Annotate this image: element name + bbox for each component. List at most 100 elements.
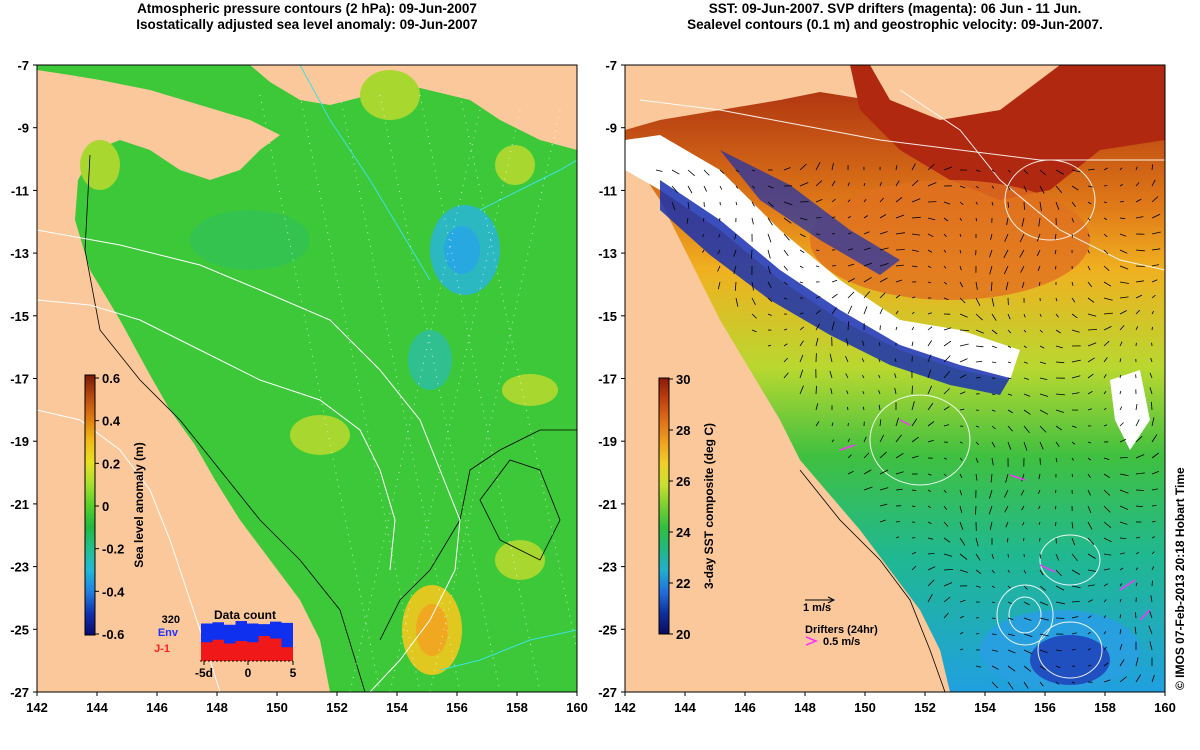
velocity-arrow xyxy=(1023,409,1031,415)
data-count-j1-bar xyxy=(281,647,293,661)
velocity-arrow xyxy=(975,585,981,588)
left-map xyxy=(37,65,577,692)
velocity-arrow xyxy=(1151,536,1155,539)
velocity-arrow xyxy=(879,308,883,315)
velocity-arrow xyxy=(1071,425,1077,428)
velocity-arrow xyxy=(1119,281,1129,284)
velocity-arrow xyxy=(1023,585,1028,590)
velocity-arrow xyxy=(1103,615,1107,619)
left-title-line2: Isostatically adjusted sea level anomaly… xyxy=(136,17,478,32)
velocity-arrow xyxy=(975,361,983,363)
velocity-arrow xyxy=(1071,297,1076,303)
velocity-arrow xyxy=(863,247,872,251)
velocity-arrow xyxy=(1151,434,1158,443)
velocity-arrow xyxy=(1007,329,1012,334)
velocity-arrow xyxy=(1006,537,1009,543)
velocity-arrow xyxy=(767,233,772,243)
velocity-arrow xyxy=(1054,249,1057,255)
velocity-arrow xyxy=(975,281,978,290)
velocity-arrow xyxy=(879,519,886,523)
velocity-arrow xyxy=(847,454,852,459)
velocity-arrow xyxy=(1103,679,1111,683)
velocity-arrow xyxy=(799,340,804,347)
velocity-arrow xyxy=(943,569,954,571)
velocity-arrow xyxy=(911,341,914,347)
velocity-arrow xyxy=(895,264,904,267)
right-map-title: SST: 09-Jun-2007. SVP drifters (magenta)… xyxy=(625,1,1165,33)
velocity-arrow xyxy=(1135,674,1142,683)
velocity-arrow xyxy=(895,417,899,427)
velocity-arrow xyxy=(1087,599,1094,603)
velocity-arrow xyxy=(783,167,791,171)
right-y-tick-label: -19 xyxy=(598,434,617,449)
velocity-arrow xyxy=(1135,472,1145,475)
velocity-arrow xyxy=(1135,567,1139,571)
velocity-arrow xyxy=(751,201,755,207)
velocity-arrow xyxy=(831,216,836,219)
velocity-arrow xyxy=(655,169,663,172)
data-count-j1-bar xyxy=(235,641,247,661)
velocity-arrow xyxy=(1007,313,1011,320)
velocity-arrow xyxy=(1039,681,1044,687)
velocity-arrow xyxy=(702,217,705,222)
velocity-arrow xyxy=(735,297,739,307)
velocity-arrow xyxy=(943,201,951,205)
velocity-arrow xyxy=(1071,392,1080,395)
velocity-arrow xyxy=(879,263,889,267)
velocity-arrow xyxy=(975,297,981,306)
velocity-arrow xyxy=(1135,198,1142,203)
velocity-arrow xyxy=(1103,249,1109,255)
velocity-arrow xyxy=(895,434,902,443)
velocity-arrow xyxy=(911,551,917,555)
velocity-arrow xyxy=(959,233,962,237)
velocity-arrow xyxy=(1020,265,1025,273)
velocity-arrow xyxy=(831,439,835,443)
velocity-arrow xyxy=(1039,185,1045,194)
velocity-arrow xyxy=(895,232,905,235)
data-count-chart: Data count 320 Env J-1 -5d 0 5 xyxy=(154,608,297,680)
velocity-arrow xyxy=(1151,580,1153,587)
data-count-j1-bar xyxy=(270,638,282,661)
velocity-arrow xyxy=(991,329,998,335)
left-y-tick-label: -13 xyxy=(10,246,29,261)
velocity-arrow xyxy=(1039,649,1048,654)
velocity-arrow xyxy=(988,505,993,515)
velocity-arrow xyxy=(1150,357,1153,363)
velocity-arrow xyxy=(927,233,934,238)
left-x-tick-label: 154 xyxy=(386,700,408,715)
velocity-arrow xyxy=(911,233,921,236)
velocity-arrow xyxy=(959,408,965,411)
velocity-arrow xyxy=(1151,213,1161,219)
velocity-arrow xyxy=(911,436,919,443)
velocity-arrow xyxy=(1039,313,1042,317)
velocity-arrow xyxy=(1039,377,1048,380)
velocity-arrow xyxy=(927,385,932,395)
velocity-arrow xyxy=(975,505,977,515)
velocity-arrow xyxy=(847,232,852,235)
velocity-arrow xyxy=(975,169,981,172)
velocity-arrow xyxy=(975,569,982,575)
velocity-arrow xyxy=(751,169,756,172)
velocity-arrow xyxy=(1038,489,1041,494)
velocity-arrow xyxy=(1023,185,1028,193)
velocity-arrow xyxy=(1023,601,1030,606)
velocity-arrow xyxy=(1119,233,1127,237)
velocity-arrow xyxy=(1055,553,1060,561)
velocity-arrow xyxy=(1055,425,1063,431)
velocity-arrow xyxy=(847,406,849,411)
velocity-arrow xyxy=(879,214,887,219)
velocity-arrow xyxy=(1103,374,1107,379)
right-x-tick-label: 152 xyxy=(914,700,936,715)
velocity-arrow xyxy=(879,451,887,459)
velocity-arrow xyxy=(1135,436,1143,443)
velocity-arrow xyxy=(815,337,819,347)
velocity-arrow xyxy=(959,313,968,318)
velocity-arrow xyxy=(975,633,980,635)
data-count-j1-bar xyxy=(247,642,259,661)
velocity-arrow xyxy=(702,233,705,237)
velocity-arrow xyxy=(1023,425,1030,434)
velocity-arrow xyxy=(975,217,978,222)
velocity-arrow xyxy=(1071,233,1073,238)
velocity-arrow xyxy=(1119,341,1123,347)
velocity-arrow xyxy=(895,310,899,315)
